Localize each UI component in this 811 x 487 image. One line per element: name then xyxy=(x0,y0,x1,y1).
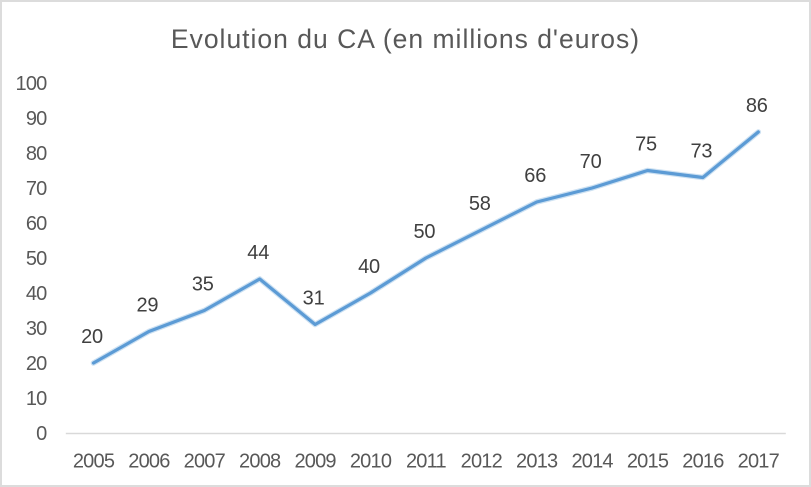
svg-text:2017: 2017 xyxy=(738,451,780,473)
svg-text:29: 29 xyxy=(136,295,158,317)
svg-text:2006: 2006 xyxy=(128,451,170,473)
svg-text:2015: 2015 xyxy=(627,451,669,473)
svg-text:100: 100 xyxy=(16,73,48,95)
svg-text:40: 40 xyxy=(26,283,47,305)
svg-text:30: 30 xyxy=(26,318,47,340)
svg-text:35: 35 xyxy=(192,274,214,296)
svg-text:70: 70 xyxy=(26,178,47,200)
svg-text:2007: 2007 xyxy=(184,451,226,473)
svg-text:66: 66 xyxy=(524,165,546,187)
svg-text:50: 50 xyxy=(413,221,435,243)
svg-text:0: 0 xyxy=(36,423,47,445)
svg-text:2010: 2010 xyxy=(350,451,392,473)
svg-text:2016: 2016 xyxy=(682,451,724,473)
svg-text:2009: 2009 xyxy=(294,451,336,473)
svg-text:2014: 2014 xyxy=(571,451,613,473)
svg-text:44: 44 xyxy=(247,242,269,264)
svg-text:40: 40 xyxy=(358,256,380,278)
svg-text:90: 90 xyxy=(26,108,47,130)
svg-text:10: 10 xyxy=(26,388,47,410)
svg-text:70: 70 xyxy=(580,151,602,173)
svg-text:50: 50 xyxy=(26,248,47,270)
svg-text:2012: 2012 xyxy=(461,451,503,473)
svg-text:58: 58 xyxy=(469,193,491,215)
svg-text:Evolution du CA (en millions d: Evolution du CA (en millions d'euros) xyxy=(171,24,640,54)
svg-text:2005: 2005 xyxy=(73,451,115,473)
svg-text:86: 86 xyxy=(746,95,768,117)
svg-text:73: 73 xyxy=(690,141,712,163)
svg-text:75: 75 xyxy=(635,134,657,156)
svg-text:2011: 2011 xyxy=(406,451,446,473)
svg-text:20: 20 xyxy=(81,326,103,348)
svg-text:60: 60 xyxy=(26,213,47,235)
svg-text:2008: 2008 xyxy=(239,451,281,473)
svg-text:2013: 2013 xyxy=(516,451,558,473)
svg-text:31: 31 xyxy=(303,288,325,310)
svg-text:20: 20 xyxy=(26,353,47,375)
svg-text:80: 80 xyxy=(26,143,47,165)
